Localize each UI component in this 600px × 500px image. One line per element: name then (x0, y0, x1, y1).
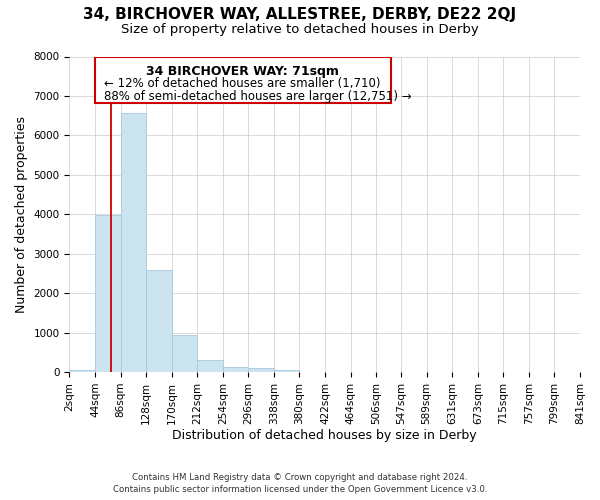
Text: 34 BIRCHOVER WAY: 71sqm: 34 BIRCHOVER WAY: 71sqm (146, 65, 339, 78)
Bar (197, 360, 223, 372)
Text: ← 12% of detached houses are smaller (1,710): ← 12% of detached houses are smaller (1,… (104, 78, 380, 90)
Bar (248, 368, 274, 372)
Text: Size of property relative to detached houses in Derby: Size of property relative to detached ho… (121, 22, 479, 36)
Y-axis label: Number of detached properties: Number of detached properties (15, 116, 28, 313)
Bar (223, 367, 248, 372)
Bar (274, 370, 299, 372)
FancyBboxPatch shape (95, 56, 391, 103)
Text: 88% of semi-detached houses are larger (12,751) →: 88% of semi-detached houses are larger (… (104, 90, 412, 103)
Bar (121, 112, 146, 372)
Bar (146, 270, 172, 372)
Bar (70, 370, 95, 372)
Text: 34, BIRCHOVER WAY, ALLESTREE, DERBY, DE22 2QJ: 34, BIRCHOVER WAY, ALLESTREE, DERBY, DE2… (83, 8, 517, 22)
Bar (172, 334, 197, 372)
Bar (95, 215, 121, 372)
X-axis label: Distribution of detached houses by size in Derby: Distribution of detached houses by size … (172, 430, 477, 442)
Text: Contains HM Land Registry data © Crown copyright and database right 2024.
Contai: Contains HM Land Registry data © Crown c… (113, 472, 487, 494)
